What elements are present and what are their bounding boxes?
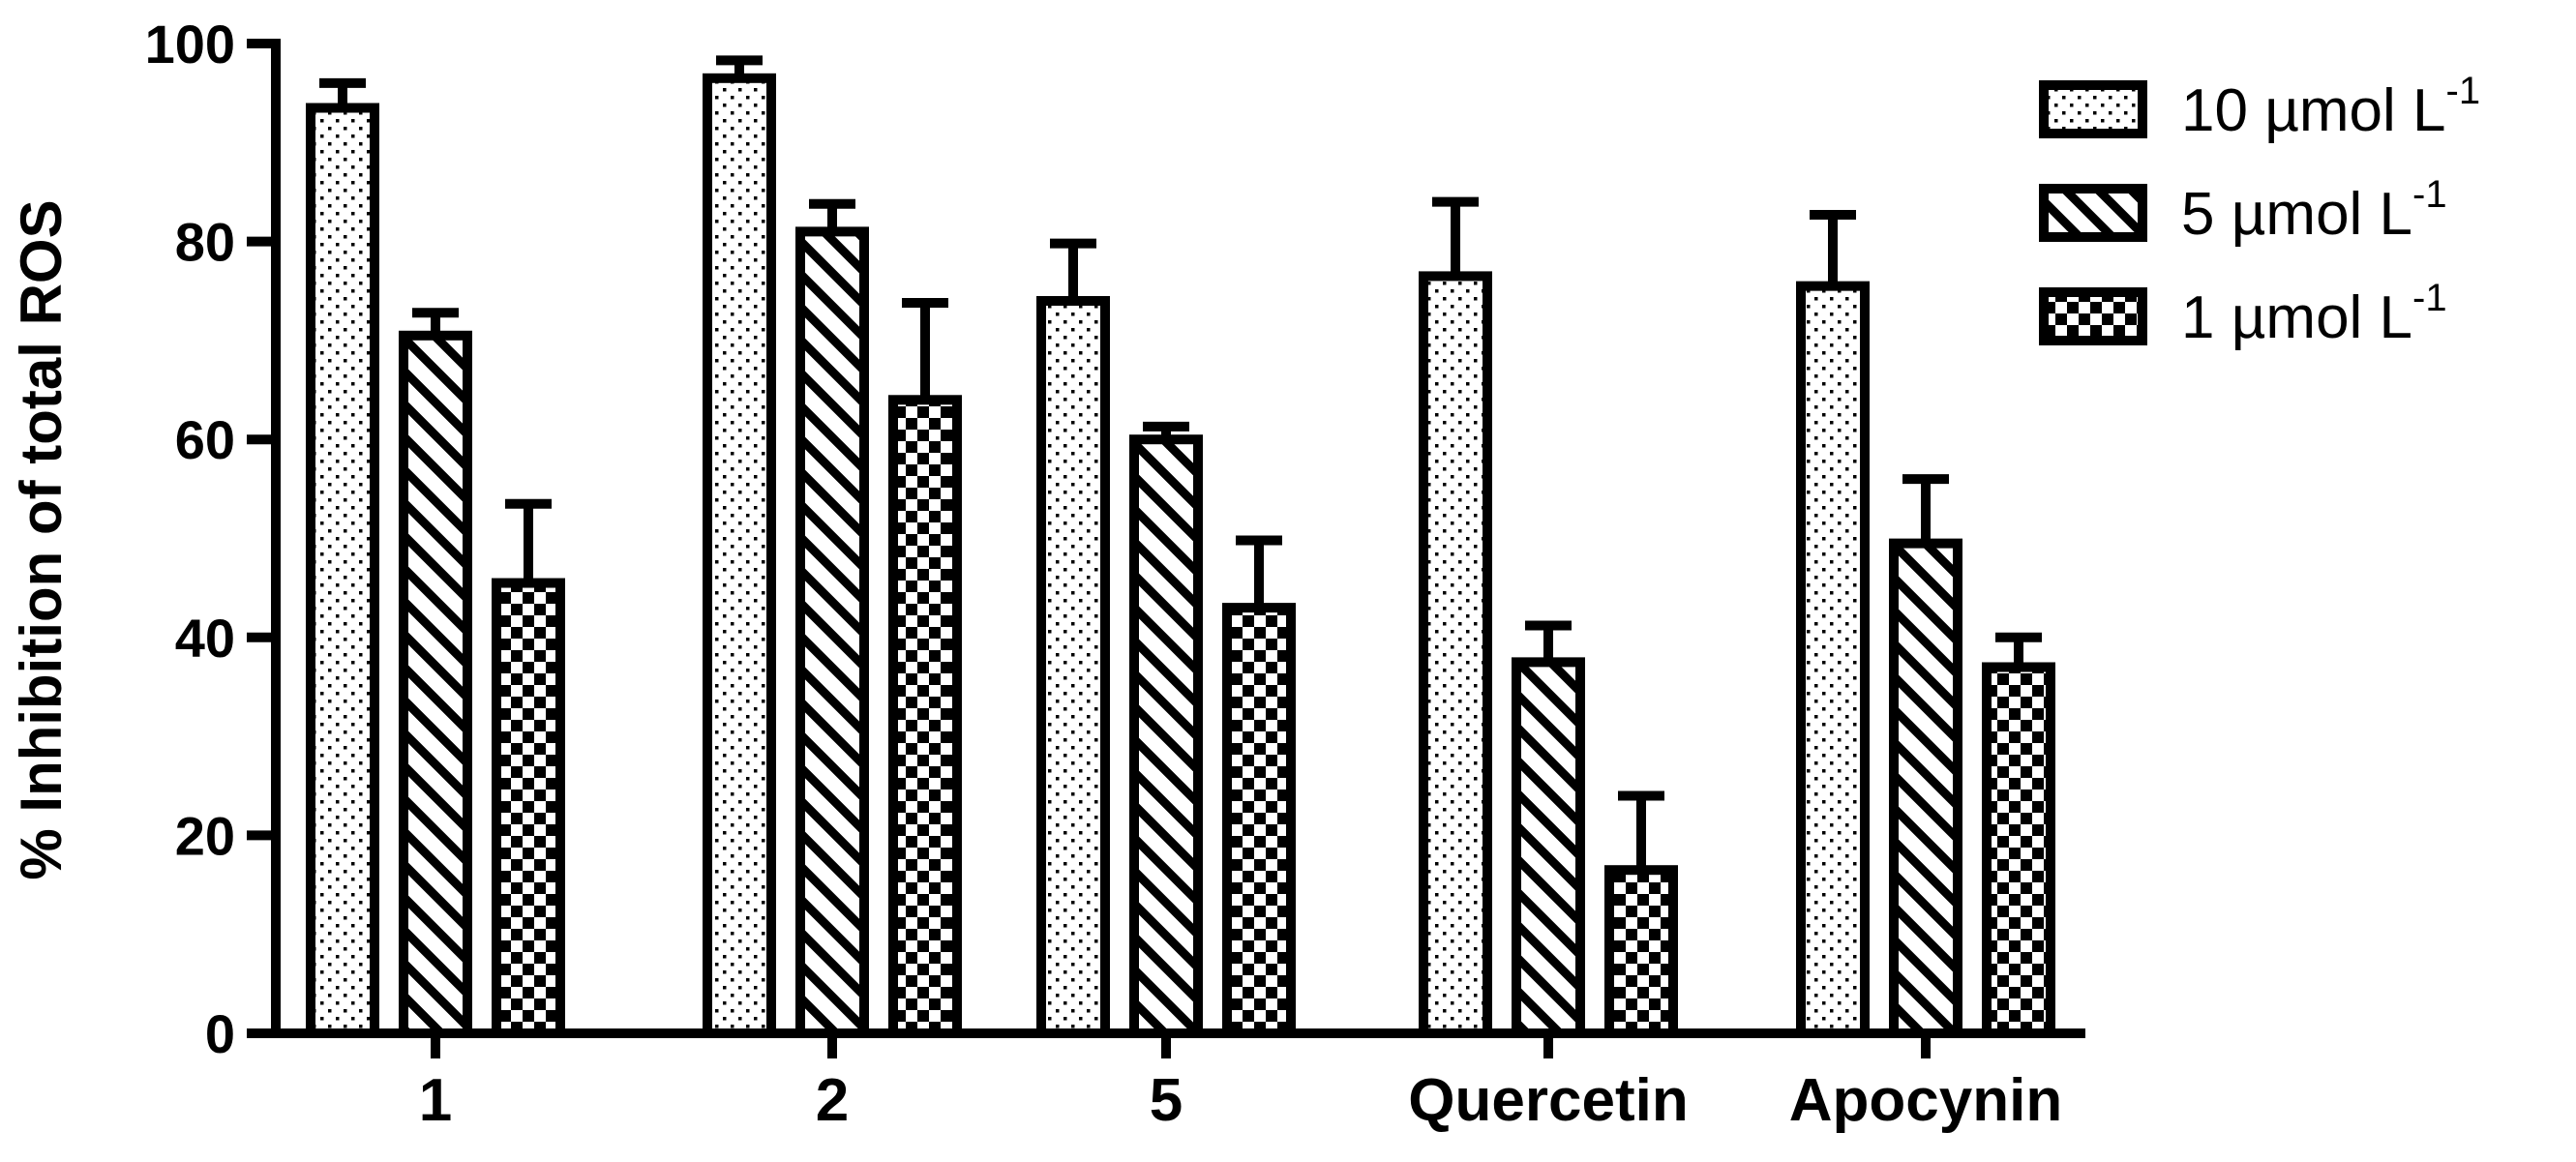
error-bar-apocynin-series-3 — [1995, 632, 2042, 668]
x-tick-label-apocynin: Apocynin — [1789, 1067, 2062, 1134]
bar-5-series-3 — [1222, 603, 1296, 1038]
bar-1-series-3 — [492, 578, 565, 1038]
y-ticks: 0 20 40 60 80 100 — [145, 14, 276, 1064]
error-bar-quercetin-series-3 — [1618, 790, 1664, 871]
bar-apocynin-series-1 — [1796, 281, 1870, 1038]
error-bars — [319, 55, 2042, 871]
error-bar-1-series-3 — [505, 498, 552, 583]
bar-quercetin-series-2 — [1512, 657, 1585, 1038]
y-tick-label-40: 40 — [175, 608, 235, 669]
x-tick-label-quercetin: Quercetin — [1408, 1067, 1688, 1134]
legend-swatch-dots — [2039, 80, 2147, 138]
legend-label-1: 10 µmol L-1 — [2181, 70, 2480, 144]
bar-quercetin-series-3 — [1604, 865, 1678, 1039]
bar-5-series-1 — [1036, 295, 1110, 1039]
y-tick-label-80: 80 — [175, 212, 235, 273]
error-bar-5-series-1 — [1050, 238, 1096, 301]
y-tick-label-100: 100 — [145, 14, 235, 74]
x-tick-label-2: 2 — [816, 1067, 849, 1134]
error-bar-2-series-1 — [716, 55, 763, 78]
legend-label-3: 1 µmol L-1 — [2181, 277, 2447, 351]
legend-item-2: 5 µmol L-1 — [2039, 173, 2447, 248]
bar-5-series-2 — [1129, 434, 1203, 1038]
bar-quercetin-series-1 — [1419, 271, 1492, 1038]
y-axis-label-group: % Inhibition of total ROS — [9, 199, 74, 879]
legend: 10 µmol L-1 5 µmol L-1 1 µmol L-1 — [2039, 70, 2480, 351]
error-bar-quercetin-series-1 — [1432, 196, 1479, 277]
x-tick-label-5: 5 — [1150, 1067, 1183, 1134]
bar-apocynin-series-2 — [1889, 538, 1962, 1038]
legend-swatch-checker — [2039, 287, 2147, 345]
error-bar-2-series-2 — [809, 198, 855, 232]
error-bar-apocynin-series-1 — [1810, 209, 1856, 286]
x-category-labels: 1 2 5 Quercetin Apocynin — [419, 1033, 2062, 1134]
y-tick-label-60: 60 — [175, 409, 235, 470]
bar-1-series-1 — [306, 103, 379, 1039]
y-tick-label-20: 20 — [175, 805, 235, 866]
error-bar-5-series-3 — [1236, 535, 1282, 609]
bar-2-series-2 — [795, 226, 869, 1038]
bar-2-series-3 — [888, 395, 962, 1038]
bars — [306, 73, 2055, 1039]
error-bar-quercetin-series-2 — [1525, 620, 1572, 663]
bar-1-series-2 — [399, 330, 472, 1039]
x-tick-label-1: 1 — [419, 1067, 452, 1134]
error-bar-1-series-1 — [319, 77, 366, 108]
y-tick-label-0: 0 — [205, 1003, 235, 1064]
legend-item-3: 1 µmol L-1 — [2039, 277, 2447, 351]
error-bar-5-series-2 — [1143, 421, 1189, 440]
legend-label-2: 5 µmol L-1 — [2181, 173, 2447, 248]
bar-apocynin-series-3 — [1982, 662, 2055, 1038]
bar-2-series-1 — [703, 73, 776, 1039]
y-axis-label: % Inhibition of total ROS — [9, 199, 74, 879]
error-bar-1-series-2 — [412, 308, 459, 336]
legend-item-1: 10 µmol L-1 — [2039, 70, 2480, 144]
error-bar-2-series-3 — [902, 298, 948, 401]
error-bar-apocynin-series-2 — [1902, 474, 1949, 544]
legend-swatch-diagonal — [2039, 184, 2147, 242]
